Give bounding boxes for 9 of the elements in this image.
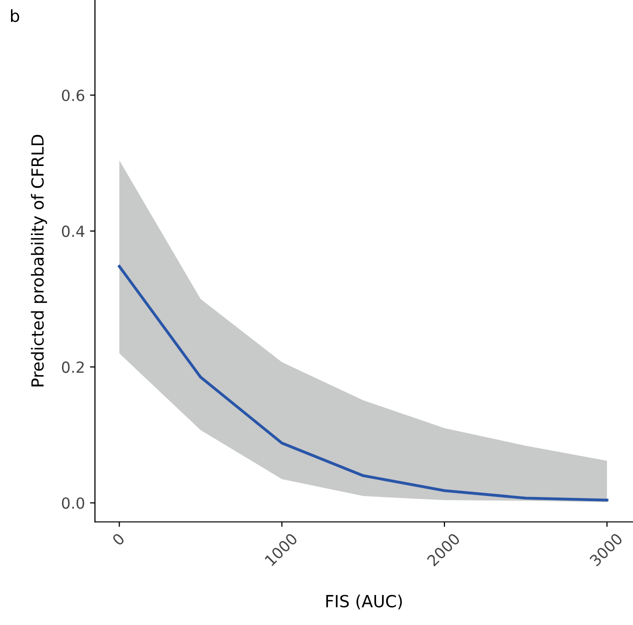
text: b [11, 9, 20, 22]
y-tick-label: 0.4 [62, 226, 84, 238]
y-axis-title: Predicted probability of CFRLD [30, 134, 48, 386]
y-tick-label: 0.2 [62, 361, 84, 373]
line-series [118, 264, 608, 502]
y-tick-label: 0.6 [62, 90, 84, 102]
y-tick-label: 0.0 [62, 497, 84, 509]
x-axis-title: FIS (AUC) [326, 594, 402, 610]
x-tick-label: 0 [112, 532, 126, 546]
